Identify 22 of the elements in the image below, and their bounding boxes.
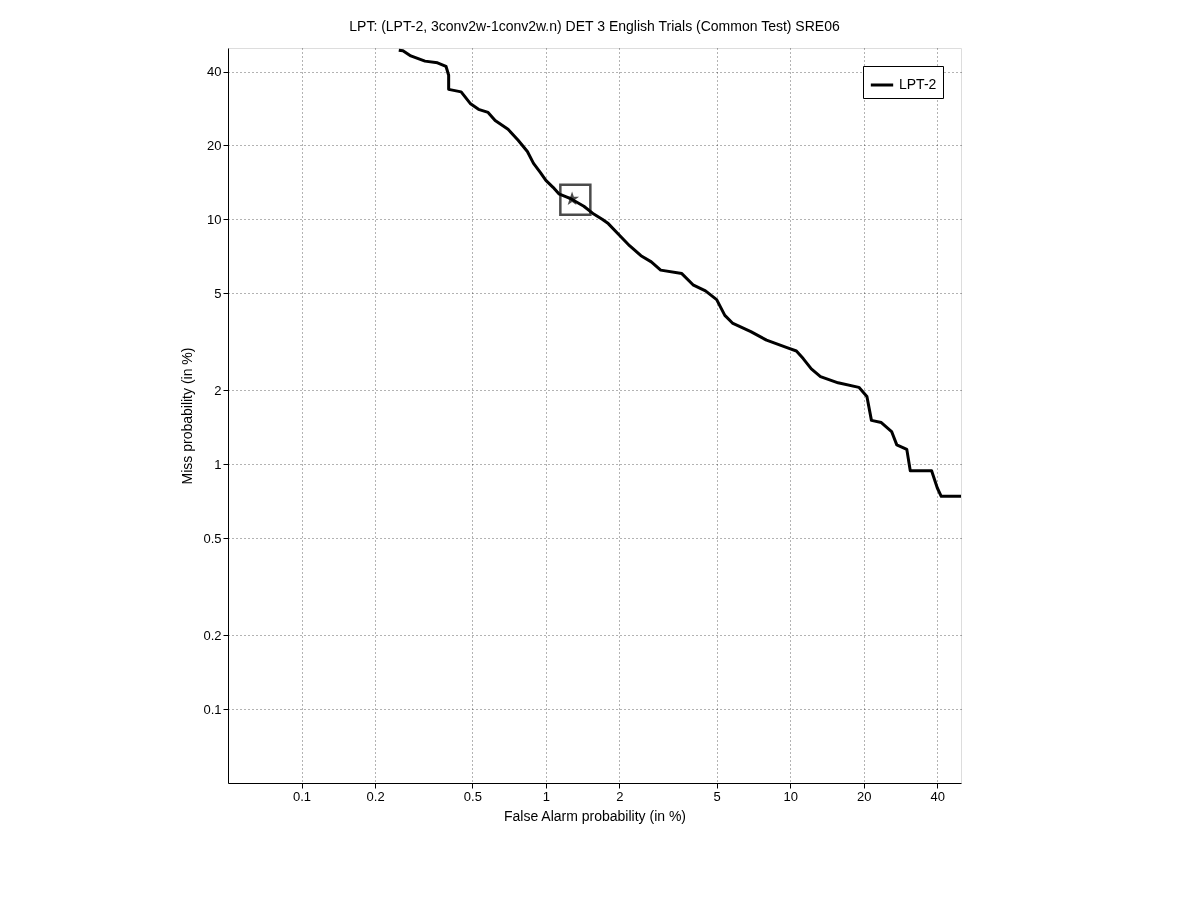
x-tick-label: 40: [930, 788, 946, 804]
x-tick-label: 2: [616, 788, 624, 804]
y-tick-label: 2: [214, 383, 222, 398]
x-tick-label: 0.5: [463, 788, 482, 804]
x-tick-label: 20: [857, 788, 872, 804]
chart-title: LPT: (LPT-2, 3conv2w-1conv2w.n) DET 3 English Trials (Common Test) SRE06: [349, 18, 840, 34]
x-tick-label: 0.1: [293, 788, 312, 804]
x-tick-label: 1: [542, 788, 550, 804]
y-tick-label: 0.1: [203, 701, 222, 717]
x-tick-label: 10: [783, 788, 798, 804]
y-tick-label: 20: [207, 138, 222, 153]
y-axis-title: Miss probability (in %): [179, 347, 196, 485]
y-tick-label: 5: [214, 285, 222, 301]
y-tick-label: 0.5: [203, 530, 222, 546]
y-tick-label: 40: [207, 64, 222, 80]
x-tick-label: 0.2: [366, 788, 385, 804]
y-tick-label: 10: [207, 211, 222, 227]
y-tick-label: 0.2: [203, 628, 222, 643]
x-tick-label: 5: [713, 788, 721, 804]
legend-label: LPT-2: [899, 76, 937, 92]
y-tick-label: 1: [214, 456, 222, 472]
x-axis-title: False Alarm probability (in %): [503, 807, 687, 824]
